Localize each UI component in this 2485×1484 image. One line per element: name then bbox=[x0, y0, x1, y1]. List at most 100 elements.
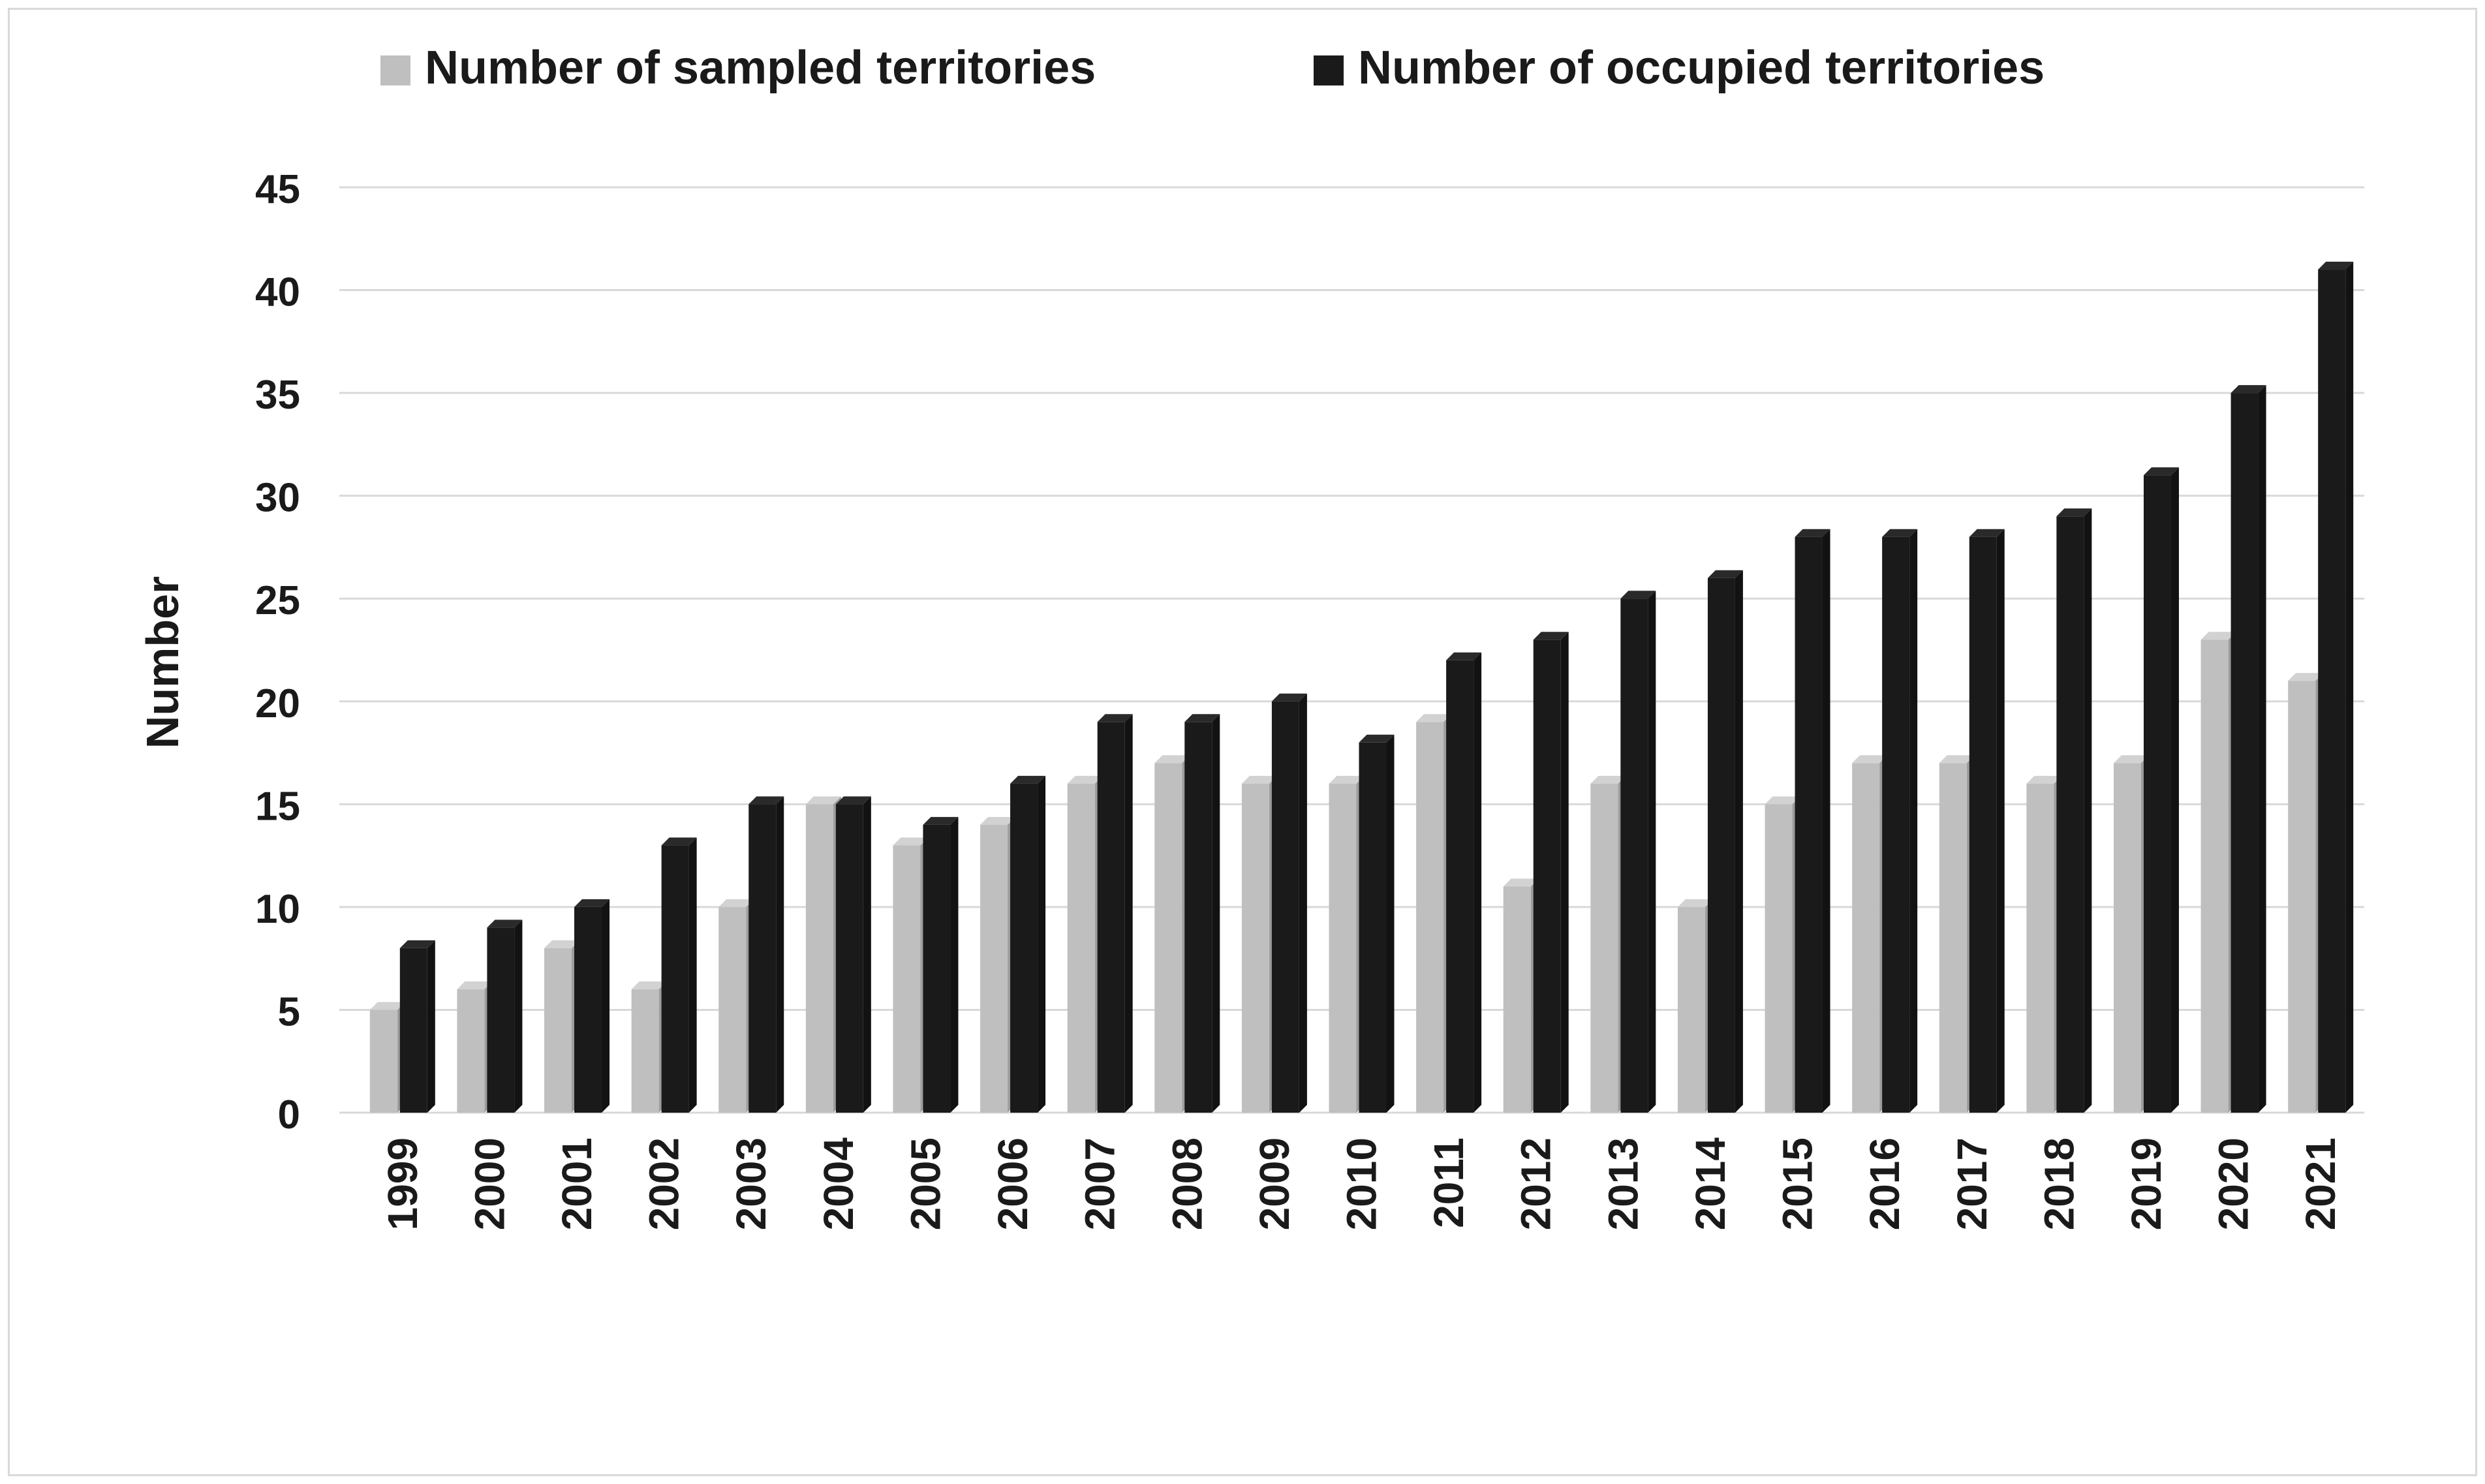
x-tick-label-2008: 2008 bbox=[1164, 1137, 1211, 1230]
bar-front bbox=[1271, 701, 1299, 1113]
bar-sampled-2016 bbox=[1852, 755, 1888, 1113]
x-tick-label-2010: 2010 bbox=[1338, 1137, 1385, 1230]
bar-front bbox=[1533, 640, 1561, 1113]
x-tick-label-2004: 2004 bbox=[815, 1137, 862, 1231]
x-tick-label-2002: 2002 bbox=[641, 1137, 688, 1230]
bar-top bbox=[1765, 796, 1800, 805]
bar-top bbox=[718, 899, 754, 907]
y-tick-label-5: 5 bbox=[278, 989, 300, 1034]
bar-occupied-2006 bbox=[1010, 775, 1046, 1113]
bar-top bbox=[1939, 755, 1975, 764]
bar-side bbox=[1299, 693, 1307, 1113]
bar-front bbox=[2288, 681, 2316, 1113]
bar-side bbox=[950, 816, 959, 1113]
bar-top bbox=[1795, 529, 1830, 537]
bar-front bbox=[893, 845, 921, 1113]
x-tick-label-2012: 2012 bbox=[1513, 1137, 1560, 1230]
y-tick-label-25: 25 bbox=[255, 578, 300, 623]
bar-side bbox=[776, 796, 784, 1113]
x-tick-label-2009: 2009 bbox=[1251, 1137, 1298, 1230]
bar-top bbox=[1154, 755, 1190, 764]
bar-chart: Number of sampled territories Number of … bbox=[137, 42, 2364, 1231]
bar-top bbox=[1590, 775, 1626, 784]
bar-top bbox=[2230, 385, 2266, 394]
bar-front bbox=[749, 804, 777, 1113]
bar-side bbox=[2345, 262, 2354, 1113]
bar-top bbox=[1329, 775, 1365, 784]
bar-top bbox=[2288, 673, 2324, 681]
x-axis-ticks: 1999 2000 2001 2002 2003 2004 2005 2006 2007 2008… bbox=[379, 1137, 2344, 1231]
x-tick-label-2014: 2014 bbox=[1687, 1137, 1734, 1231]
bar-front bbox=[2026, 783, 2054, 1113]
bar-top bbox=[2026, 775, 2062, 784]
x-tick-label-2000: 2000 bbox=[466, 1137, 513, 1230]
bar-occupied-2002 bbox=[661, 837, 697, 1113]
bar-top bbox=[369, 1002, 405, 1010]
legend-label-occupied: Number of occupied territories bbox=[1358, 42, 2045, 94]
bar-top bbox=[1677, 899, 1713, 907]
x-tick-label-2016: 2016 bbox=[1861, 1137, 1908, 1230]
bar-side bbox=[1648, 591, 1656, 1113]
bar-front bbox=[1620, 598, 1648, 1113]
bar-occupied-2013 bbox=[1620, 591, 1656, 1113]
bar-sampled-2013 bbox=[1590, 775, 1626, 1113]
y-tick-label-30: 30 bbox=[255, 476, 300, 521]
bar-occupied-2001 bbox=[574, 899, 610, 1113]
bar-front bbox=[2200, 640, 2229, 1113]
bar-top bbox=[980, 816, 1016, 825]
bar-side bbox=[1822, 529, 1830, 1113]
bar-side bbox=[2084, 508, 2092, 1113]
bar-occupied-2015 bbox=[1795, 529, 1830, 1113]
bar-occupied-2005 bbox=[923, 816, 959, 1113]
bar-side bbox=[1909, 529, 1918, 1113]
bar-front bbox=[661, 845, 689, 1113]
bar-occupied-2009 bbox=[1271, 693, 1307, 1113]
bar-side bbox=[602, 899, 610, 1113]
bar-top bbox=[805, 796, 841, 805]
bar-sampled-2002 bbox=[631, 981, 667, 1113]
x-tick-label-2020: 2020 bbox=[2210, 1137, 2257, 1230]
bar-occupied-2007 bbox=[1097, 714, 1133, 1113]
bar-sampled-2000 bbox=[457, 981, 493, 1113]
bar-side bbox=[427, 940, 435, 1113]
bar-front bbox=[1677, 906, 1705, 1113]
y-tick-label-15: 15 bbox=[255, 784, 300, 829]
x-tick-label-2019: 2019 bbox=[2123, 1137, 2170, 1230]
x-tick-label-2013: 2013 bbox=[1599, 1137, 1646, 1230]
bar-front bbox=[1882, 536, 1910, 1113]
bar-front bbox=[1097, 722, 1125, 1113]
y-axis-ticks: 0 5 10 15 20 25 30 35 40 45 bbox=[255, 167, 300, 1137]
bar-front bbox=[1446, 660, 1474, 1113]
bar-front bbox=[2230, 393, 2259, 1113]
bar-top bbox=[487, 920, 523, 928]
bar-sampled-2021 bbox=[2288, 673, 2324, 1113]
bar-occupied-2021 bbox=[2318, 262, 2354, 1113]
bar-front bbox=[369, 1010, 397, 1113]
legend: Number of sampled territories Number of … bbox=[380, 42, 2045, 94]
bar-side bbox=[1474, 652, 1482, 1113]
bar-top bbox=[1446, 652, 1482, 660]
x-tick-label-2003: 2003 bbox=[728, 1137, 775, 1230]
bar-front bbox=[457, 989, 485, 1113]
bar-sampled-2010 bbox=[1329, 775, 1365, 1113]
bar-top bbox=[835, 796, 871, 805]
bar-top bbox=[1707, 570, 1743, 578]
bar-top bbox=[1620, 591, 1656, 599]
chart-frame: Number of sampled territories Number of … bbox=[8, 8, 2477, 1476]
y-tick-label-40: 40 bbox=[255, 270, 300, 315]
bar-front bbox=[2143, 475, 2171, 1113]
x-tick-label-2006: 2006 bbox=[989, 1137, 1036, 1230]
x-tick-label-2001: 2001 bbox=[553, 1137, 600, 1230]
bar-occupied-2017 bbox=[1969, 529, 2005, 1113]
bar-top bbox=[1533, 632, 1569, 640]
bar-front bbox=[1852, 763, 1880, 1113]
bar-front bbox=[631, 989, 659, 1113]
x-tick-label-2005: 2005 bbox=[902, 1137, 949, 1230]
y-tick-label-45: 45 bbox=[255, 167, 300, 212]
bar-front bbox=[487, 927, 515, 1113]
bar-front bbox=[1010, 783, 1038, 1113]
bar-front bbox=[1154, 763, 1182, 1113]
bar-occupied-2000 bbox=[487, 920, 523, 1113]
bar-occupied-2018 bbox=[2056, 508, 2092, 1113]
bar-front bbox=[1241, 783, 1269, 1113]
